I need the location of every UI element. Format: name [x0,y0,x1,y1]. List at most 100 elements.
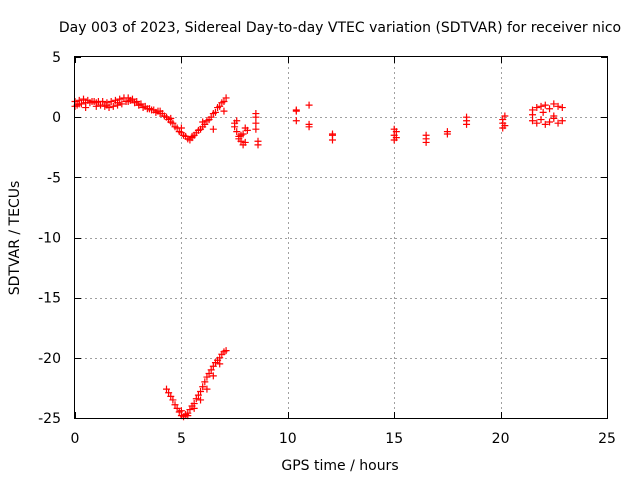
y-axis-label: SDTVAR / TECUs [7,181,23,296]
data-point [292,117,300,125]
x-tick-label: 25 [598,431,616,447]
data-point [550,112,558,120]
data-point [92,102,100,110]
data-point [194,126,202,134]
data-point [243,126,251,134]
data-point [328,131,336,139]
data-point [539,108,547,116]
data-point [169,119,177,127]
data-point [207,366,215,374]
data-point [222,347,230,355]
data-point [97,101,105,109]
data-point [541,101,549,109]
data-point [194,391,202,399]
data-point [209,125,217,133]
data-point [252,125,260,133]
data-point [392,128,400,136]
data-point [546,118,554,126]
y-tick-label: 0 [52,110,61,126]
data-point [237,131,245,139]
data-point [252,113,260,121]
data-point [533,119,541,127]
data-point [207,113,215,121]
data-point [216,102,224,110]
data-point [205,369,213,377]
data-point [197,388,205,396]
data-point [109,102,117,110]
y-tick-label: -25 [38,411,61,427]
data-point [216,354,224,362]
data-point [160,112,168,120]
data-point [529,111,537,119]
data-point [167,114,175,122]
data-point [131,99,139,107]
data-point [392,134,400,142]
data-point [80,95,88,103]
x-tick-label: 0 [71,431,80,447]
data-point [209,372,217,380]
data-point [107,98,115,106]
data-point [558,117,566,125]
data-point [84,96,92,104]
data-point [156,107,164,115]
data-point [173,404,181,412]
data-point [88,98,96,106]
data-point [292,107,300,115]
data-point [163,385,171,393]
grid-lines [75,57,607,418]
data-point [222,94,230,102]
data-point [463,120,471,128]
data-point [152,108,160,116]
data-point [541,120,549,128]
data-point [99,98,107,106]
y-tick-labels: -25 -20 -15 -10 -5 0 5 [38,50,61,427]
data-point [82,104,90,112]
data-point [182,132,190,140]
data-point [241,138,249,146]
y-tick-label: 5 [52,50,61,66]
data-point [177,407,185,415]
data-point [124,98,132,106]
data-point [145,105,153,113]
data-point [135,101,143,109]
data-point [188,134,196,142]
data-point [184,412,192,420]
data-point [463,113,471,121]
data-point [103,101,111,109]
data-point [201,378,209,386]
data-point [209,362,217,370]
y-tick-label: -20 [38,351,61,367]
data-point [558,104,566,112]
data-point [75,96,83,104]
data-point [554,102,562,110]
data-point [77,100,85,108]
data-point [116,95,124,103]
data-point [199,118,207,126]
x-tick-label: 5 [177,431,186,447]
chart-title: Day 003 of 2023, Sidereal Day-to-day VTE… [59,20,621,36]
data-point [114,99,122,107]
data-point [422,138,430,146]
data-point [203,117,211,125]
data-point [216,360,224,368]
data-point [169,396,177,404]
data-point [167,392,175,400]
data-point [171,401,179,409]
x-tick-label: 15 [385,431,403,447]
data-point [220,107,228,115]
data-point [443,130,451,138]
data-point [533,104,541,112]
data-point [254,141,262,149]
data-point [233,117,241,125]
data-point [220,98,228,106]
plot-frame [74,56,608,419]
x-tick-labels: 0 5 10 15 20 25 [71,431,616,447]
data-point [537,116,545,124]
data-point [554,119,562,127]
data-point [501,122,509,130]
data-point [550,100,558,108]
data-point [537,102,545,110]
data-point [139,104,147,112]
data-point [203,373,211,381]
